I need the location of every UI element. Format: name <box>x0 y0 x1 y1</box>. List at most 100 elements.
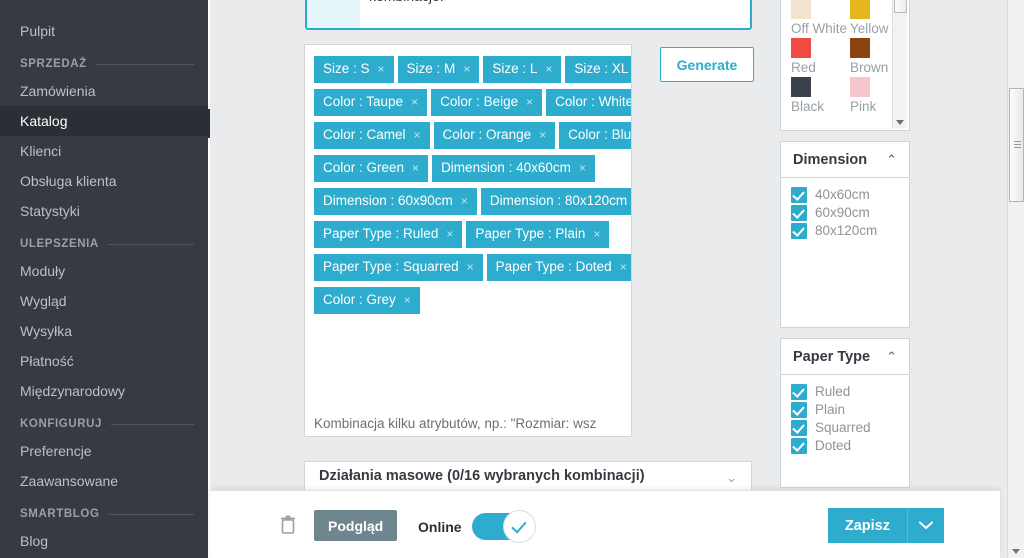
dimension-option-60x90cm[interactable]: 60x90cm <box>791 205 899 221</box>
remove-tag-icon[interactable]: × <box>463 62 471 76</box>
checkbox-checked-icon[interactable] <box>791 420 807 436</box>
attribute-tag[interactable]: Color : Grey × <box>314 287 420 314</box>
sidebar-item-wysylka[interactable]: Wysyłka <box>20 323 72 339</box>
remove-tag-icon[interactable]: × <box>377 62 385 76</box>
chevron-down-icon[interactable]: ⌄ <box>726 470 737 485</box>
color-swatch-black[interactable]: Black <box>791 77 847 115</box>
sidebar-item-platnosc[interactable]: Płatność <box>20 353 74 369</box>
color-chip <box>791 77 811 97</box>
remove-tag-icon[interactable]: × <box>578 161 586 175</box>
attribute-tags-box[interactable]: Size : S×Size : M×Size : L×Size : XL× Col… <box>304 44 632 437</box>
attribute-tag[interactable]: Paper Type : Plain × <box>466 221 610 248</box>
sidebar-item-miedzynarodowy[interactable]: Międzynarodowy <box>20 383 126 399</box>
sidebar-item-obsluga-klienta[interactable]: Obsługa klienta <box>20 173 117 189</box>
preview-button[interactable]: Podgląd <box>314 510 398 541</box>
dimension-option-80x120cm[interactable]: 80x120cm <box>791 223 899 239</box>
remove-tag-icon[interactable]: × <box>411 95 419 109</box>
checkbox-checked-icon[interactable] <box>791 223 807 239</box>
paper-type-option-ruled[interactable]: Ruled <box>791 384 899 400</box>
checkbox-checked-icon[interactable] <box>791 205 807 221</box>
attribute-tags-hint: Kombinacja kilku atrybutów, np.: "Rozmia… <box>314 416 597 431</box>
attribute-tag[interactable]: Size : L × <box>483 56 562 83</box>
color-swatch-yellow[interactable]: Yellow <box>850 0 889 37</box>
checkbox-checked-icon[interactable] <box>791 384 807 400</box>
attribute-tag[interactable]: Color : Blue× <box>559 122 631 149</box>
attribute-tag[interactable]: Size : S × <box>314 56 394 83</box>
filters-column: Off White Yellow Red Brown <box>780 0 910 498</box>
save-dropdown-button[interactable] <box>908 508 944 543</box>
attribute-tag-label: Color : Orange <box>442 127 532 142</box>
info-alert-text: kombinacje! <box>369 0 444 4</box>
sidebar-item-katalog[interactable]: Katalog <box>0 106 208 136</box>
color-swatch-off-white[interactable]: Off White <box>791 0 847 37</box>
attribute-tag[interactable]: Color : Camel × <box>314 122 430 149</box>
scroll-down-arrow-icon[interactable] <box>1012 549 1020 554</box>
remove-tag-icon[interactable]: × <box>403 293 411 307</box>
sidebar-item-blog[interactable]: Blog <box>20 533 49 549</box>
attribute-tag[interactable]: Color : Orange × <box>433 122 556 149</box>
attribute-tag[interactable]: Size : M × <box>397 56 480 83</box>
attribute-tag[interactable]: Color : Beige × <box>431 89 543 116</box>
dimension-option-40x60cm[interactable]: 40x60cm <box>791 187 899 203</box>
color-filter-scrollbar[interactable] <box>892 0 907 128</box>
main-sidebar: Pulpit SPRZEDAŻ Zamówienia Katalog Klien… <box>0 0 208 558</box>
remove-tag-icon[interactable]: × <box>526 95 534 109</box>
color-swatch-label: Pink <box>850 99 877 114</box>
scroll-down-arrow-icon[interactable] <box>896 120 904 125</box>
attribute-tag[interactable]: Color : Taupe × <box>314 89 428 116</box>
attribute-tag[interactable]: Size : XL× <box>565 56 631 83</box>
generate-button[interactable]: Generate <box>660 47 754 82</box>
toggle-knob-check-icon <box>502 510 536 543</box>
color-swatch-pink[interactable]: Pink <box>850 77 889 115</box>
color-swatch-brown[interactable]: Brown <box>850 38 889 76</box>
remove-tag-icon[interactable]: × <box>413 128 421 142</box>
sidebar-item-moduly[interactable]: Moduły <box>20 263 66 279</box>
sidebar-item-wyglad[interactable]: Wygląd <box>20 293 67 309</box>
attribute-tag[interactable]: Dimension : 80x120cm× <box>480 188 631 215</box>
paper-type-option-plain[interactable]: Plain <box>791 402 899 418</box>
attribute-tag[interactable]: Paper Type : Ruled × <box>314 221 463 248</box>
scrollbar-thumb[interactable] <box>1009 88 1024 202</box>
color-swatch-red[interactable]: Red <box>791 38 847 76</box>
remove-tag-icon[interactable]: × <box>619 260 627 274</box>
save-button[interactable]: Zapisz <box>827 508 908 543</box>
scrollbar-thumb[interactable] <box>894 0 907 13</box>
remove-tag-icon[interactable]: × <box>412 161 420 175</box>
remove-tag-icon[interactable]: × <box>460 194 468 208</box>
sidebar-item-klienci[interactable]: Klienci <box>20 143 62 159</box>
checkbox-checked-icon[interactable] <box>791 438 807 454</box>
remove-tag-icon[interactable]: × <box>539 128 547 142</box>
checkbox-checked-icon[interactable] <box>791 187 807 203</box>
sidebar-item-pulpit[interactable]: Pulpit <box>20 23 56 39</box>
paper-type-option-label: Doted <box>815 438 852 453</box>
remove-tag-icon[interactable]: × <box>545 62 553 76</box>
remove-tag-icon[interactable]: × <box>466 260 474 274</box>
attribute-tag[interactable]: Dimension : 40x60cm × <box>432 155 595 182</box>
chevron-up-icon[interactable]: ⌃ <box>886 349 897 364</box>
sidebar-item-zaawansowane[interactable]: Zaawansowane <box>20 473 119 489</box>
remove-tag-icon[interactable]: × <box>446 227 454 241</box>
paper-type-option-doted[interactable]: Doted <box>791 438 899 454</box>
attribute-tag[interactable]: Paper Type : Squarred × <box>314 254 483 281</box>
attribute-tag[interactable]: Color : Green × <box>314 155 429 182</box>
checkbox-checked-icon[interactable] <box>791 402 807 418</box>
chevron-up-icon[interactable]: ⌃ <box>886 152 897 167</box>
delete-button[interactable] <box>274 510 302 540</box>
sidebar-item-preferencje[interactable]: Preferencje <box>20 443 92 459</box>
online-toggle[interactable] <box>471 510 536 543</box>
color-chip <box>850 0 871 19</box>
filter-dimension-header[interactable]: Dimension ⌃ <box>781 142 909 178</box>
attribute-tag[interactable]: Dimension : 60x90cm × <box>314 188 477 215</box>
filter-dimension-body: 40x60cm 60x90cm 80x120cm <box>781 178 909 251</box>
filter-paper-type-header[interactable]: Paper Type ⌃ <box>781 339 909 375</box>
sidebar-section-rule <box>111 423 194 425</box>
attribute-tag-label: Dimension : 60x90cm <box>323 193 453 208</box>
window-vertical-scrollbar[interactable] <box>1007 0 1024 558</box>
paper-type-option-squarred[interactable]: Squarred <box>791 420 899 436</box>
sidebar-item-zamowienia[interactable]: Zamówienia <box>20 83 96 99</box>
remove-tag-icon[interactable]: × <box>593 227 601 241</box>
scrollbar-grip <box>1014 141 1021 150</box>
attribute-tag[interactable]: Color : White× <box>546 89 631 116</box>
attribute-tag[interactable]: Paper Type : Doted × <box>486 254 631 281</box>
sidebar-item-statystyki[interactable]: Statystyki <box>20 203 80 219</box>
